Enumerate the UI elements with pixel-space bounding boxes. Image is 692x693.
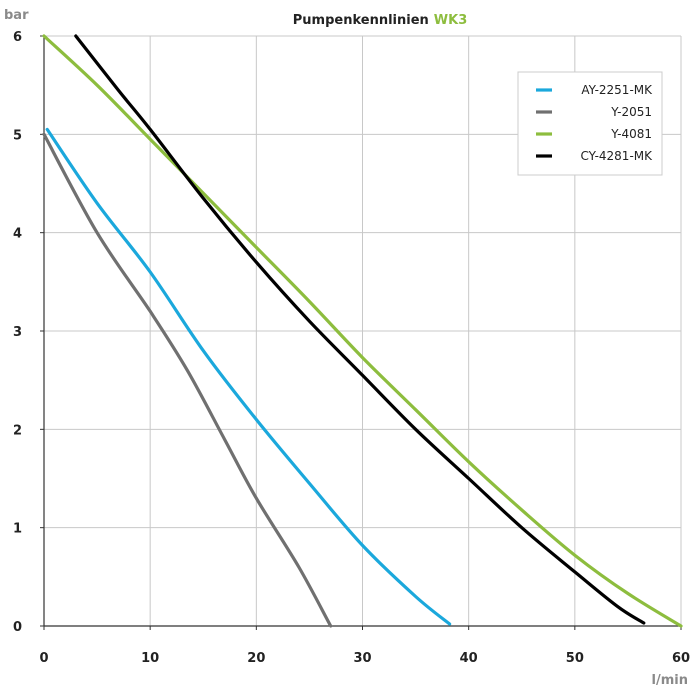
x-tick-label-30: 30 — [353, 651, 371, 666]
series-line-y-2051 — [42, 132, 333, 628]
legend-label-cy-4281-mk: CY-4281-MK — [581, 149, 654, 163]
y-tick-label-3: 3 — [13, 325, 22, 340]
x-tick-label-60: 60 — [672, 651, 690, 666]
tick-labels: 0 10 20 30 40 50 60 0 1 2 3 4 5 6 — [13, 30, 690, 666]
legend-label-ay-2251-mk: AY-2251-MK — [581, 83, 653, 97]
y-tick-label-1: 1 — [13, 522, 22, 537]
x-tick-label-10: 10 — [141, 651, 159, 666]
y-tick-label-6: 6 — [13, 30, 22, 45]
series-line-cy-4281-mk — [74, 34, 646, 625]
grid — [44, 35, 682, 626]
legend-label-y-4081: Y-4081 — [610, 127, 652, 141]
x-tick-label-40: 40 — [460, 651, 478, 666]
series-lines — [42, 34, 683, 628]
series-line-ay-2251-mk — [45, 127, 452, 626]
legend-label-y-2051: Y-2051 — [610, 105, 652, 119]
legend: AY-2251-MK Y-2051 Y-4081 CY-4281-MK — [517, 71, 663, 176]
series-line-y-4081 — [42, 34, 683, 628]
chart-title: Pumpenkennlinien WK3 — [293, 13, 468, 28]
y-tick-label-0: 0 — [13, 620, 22, 635]
x-tick-label-0: 0 — [39, 651, 48, 666]
y-tick-label-4: 4 — [13, 227, 22, 242]
x-tick-label-20: 20 — [247, 651, 265, 666]
chart-title-highlight: WK3 — [434, 13, 467, 28]
y-tick-label-5: 5 — [13, 128, 22, 143]
y-axis-unit: bar — [4, 8, 29, 23]
x-axis-unit: l/min — [652, 673, 688, 688]
x-tick-label-50: 50 — [566, 651, 584, 666]
chart-title-main: Pumpenkennlinien — [293, 13, 429, 28]
y-tick-label-2: 2 — [13, 423, 22, 438]
